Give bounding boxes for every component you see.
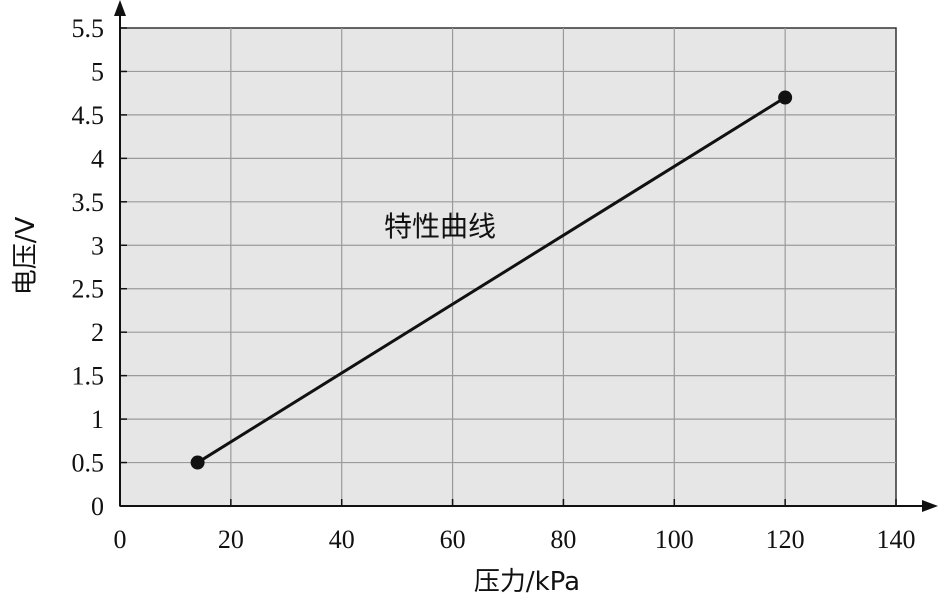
y-tick-label: 0.5 bbox=[72, 449, 105, 478]
x-tick-label: 20 bbox=[218, 525, 244, 554]
y-tick-label: 3.5 bbox=[72, 188, 105, 217]
x-tick-label: 40 bbox=[329, 525, 355, 554]
y-tick-label: 5 bbox=[91, 57, 104, 86]
y-tick-label: 1 bbox=[91, 405, 104, 434]
x-tick-label: 140 bbox=[877, 525, 916, 554]
x-tick-labels: 0 20 40 60 80 100 120 140 bbox=[114, 525, 916, 554]
x-tick-label: 80 bbox=[550, 525, 576, 554]
data-point bbox=[190, 455, 205, 470]
y-tick-label: 4.5 bbox=[72, 101, 105, 130]
series bbox=[190, 90, 793, 470]
y-tick-label: 1.5 bbox=[72, 362, 105, 391]
y-tick-label: 4 bbox=[91, 144, 104, 173]
y-tick-label: 5.5 bbox=[72, 14, 105, 43]
y-tick-label: 3 bbox=[91, 231, 104, 260]
axes bbox=[114, 0, 938, 512]
x-tick-label: 120 bbox=[766, 525, 805, 554]
y-tick-label: 2 bbox=[91, 318, 104, 347]
data-point bbox=[778, 90, 793, 105]
x-tick-label: 100 bbox=[655, 525, 694, 554]
x-tick-label: 0 bbox=[114, 525, 127, 554]
y-tick-label: 0 bbox=[91, 492, 104, 521]
y-tick-label: 2.5 bbox=[72, 275, 105, 304]
y-tick-labels: 0 0.5 1 1.5 2 2.5 3 3.5 4 4.5 5 5.5 bbox=[72, 14, 105, 521]
y-axis-arrow bbox=[114, 0, 126, 16]
grid bbox=[120, 27, 897, 506]
x-tick-label: 60 bbox=[440, 525, 466, 554]
y-axis-title: 电压/V bbox=[11, 217, 41, 296]
curve-annotation: 特性曲线 bbox=[384, 210, 496, 243]
series-line bbox=[196, 96, 786, 464]
x-axis-arrow bbox=[922, 500, 938, 512]
x-axis-title: 压力/kPa bbox=[474, 567, 580, 597]
